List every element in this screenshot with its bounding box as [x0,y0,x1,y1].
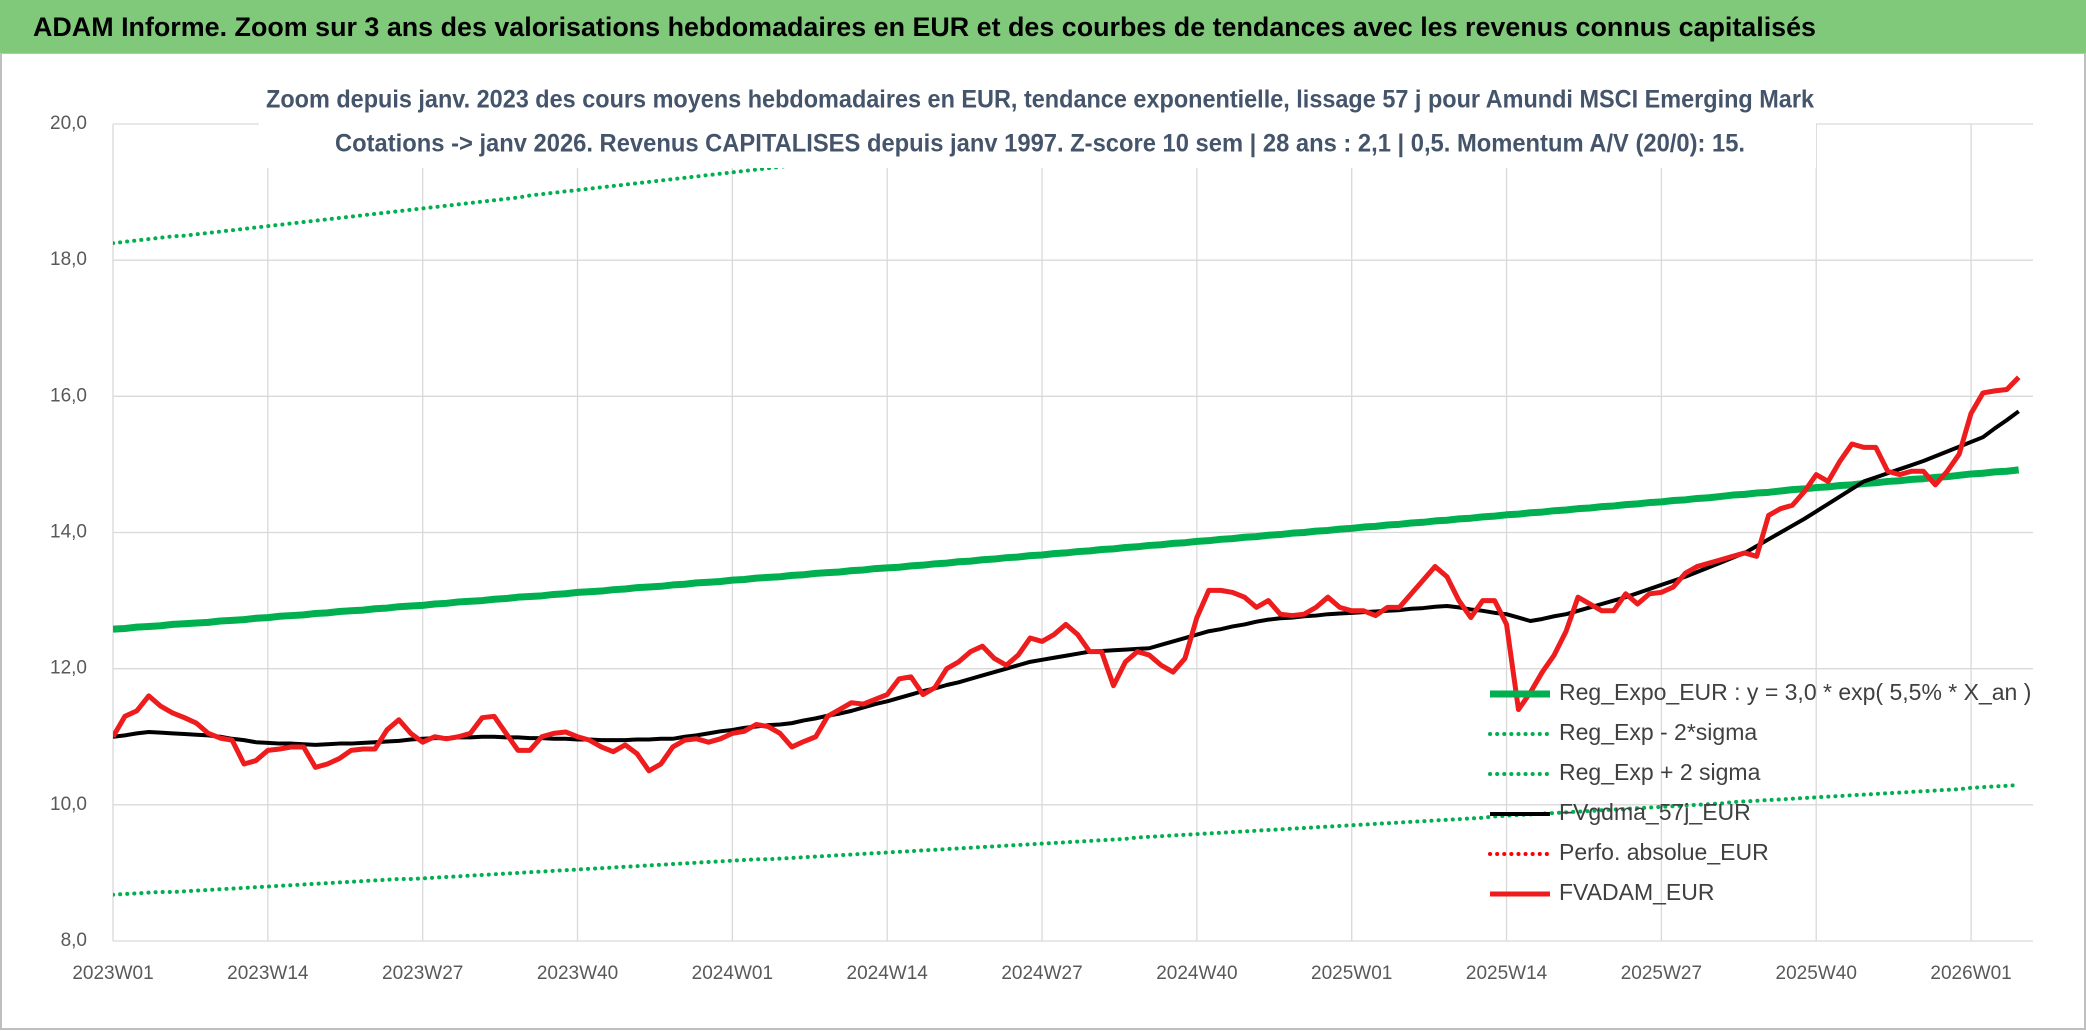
y-tick-label: 14,0 [50,522,87,543]
series-line [113,783,2021,897]
x-tick-label: 2023W40 [537,963,618,984]
x-tick-label: 2023W01 [72,963,153,984]
x-tick-label: 2024W40 [1156,963,1237,984]
legend-label: FVADAM_EUR [1559,879,1715,905]
y-tick-label: 12,0 [50,658,87,679]
data-lines [113,375,2021,774]
x-tick-label: 2023W27 [382,963,463,984]
chart-frame [0,52,2086,1030]
x-tick-label: 2025W14 [1466,963,1548,984]
x-tick-label: 2025W40 [1776,963,1857,984]
chart-subtitle: Cotations -> janv 2026. Revenus CAPITALI… [335,130,1745,158]
x-tick-label: 2024W14 [847,963,929,984]
series-line [113,375,2021,774]
y-tick-label: 16,0 [50,385,87,406]
chart-title: Zoom depuis janv. 2023 des cours moyens … [266,86,1814,114]
legend-label: Reg_Exp - 2*sigma [1559,719,1757,745]
x-tick-label: 2024W01 [692,963,773,984]
header-banner [0,0,2086,53]
title-box [259,80,1816,168]
x-tick-label: 2025W27 [1621,963,1702,984]
legend-label: Reg_Exp + 2 sigma [1559,759,1761,785]
y-tick-label: 18,0 [50,249,87,270]
legend: Reg_Expo_EUR : y = 3,0 * exp( 5,5% * X_a… [1488,679,2031,905]
y-tick-label: 20,0 [50,113,87,134]
series-line [113,466,2020,633]
y-tick-label: 10,0 [50,794,87,815]
grid [112,123,2033,942]
x-tick-label: 2023W14 [227,963,309,984]
ticks: 8,0 10,0 12,0 14,0 16,0 18,0 20,0 2023W01 2023W1… [50,113,2012,984]
y-tick-label: 8,0 [61,930,87,951]
x-tick-label: 2026W01 [1930,963,2011,984]
x-tick-label: 2025W01 [1311,963,1392,984]
legend-label: Reg_Expo_EUR : y = 3,0 * exp( 5,5% * X_a… [1559,679,2031,705]
header-title: ADAM Informe. Zoom sur 3 ans des valoris… [33,12,1816,42]
x-tick-label: 2024W27 [1001,963,1082,984]
legend-label: FVgdma_57j_EUR [1559,799,1751,825]
legend-label: Perfo. absolue_EUR [1559,839,1769,865]
